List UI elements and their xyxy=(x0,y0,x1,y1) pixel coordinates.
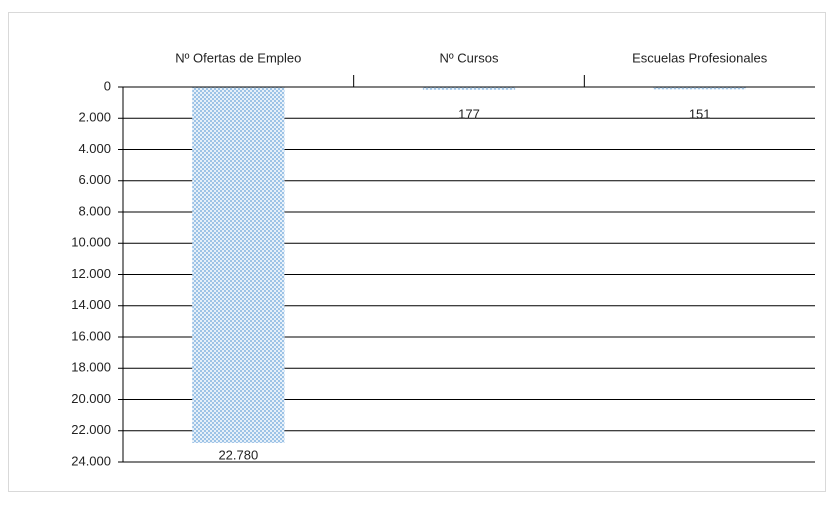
y-tick-label: 4.000 xyxy=(78,141,111,156)
y-tick-label: 0 xyxy=(104,78,111,93)
y-tick-label: 18.000 xyxy=(71,360,111,375)
chart-frame xyxy=(8,12,826,492)
y-tick-label: 6.000 xyxy=(78,172,111,187)
value-label: 22.780 xyxy=(218,447,258,462)
y-tick-label: 20.000 xyxy=(71,391,111,406)
y-tick-label: 22.000 xyxy=(71,422,111,437)
value-label: 151 xyxy=(689,106,711,121)
y-tick-label: 24.000 xyxy=(71,453,111,468)
y-tick-label: 16.000 xyxy=(71,328,111,343)
y-tick-label: 8.000 xyxy=(78,203,111,218)
y-tick-label: 2.000 xyxy=(78,110,111,125)
x-tick-label: Escuelas Profesionales xyxy=(632,50,768,65)
bar xyxy=(192,87,285,443)
bar xyxy=(422,87,516,90)
x-tick-label: Nº Ofertas de Empleo xyxy=(175,50,301,65)
bar xyxy=(653,87,746,90)
value-label: 177 xyxy=(458,106,480,121)
y-tick-label: 14.000 xyxy=(71,297,111,312)
y-tick-label: 10.000 xyxy=(71,235,111,250)
y-tick-label: 12.000 xyxy=(71,266,111,281)
x-tick-label: Nº Cursos xyxy=(440,50,499,65)
